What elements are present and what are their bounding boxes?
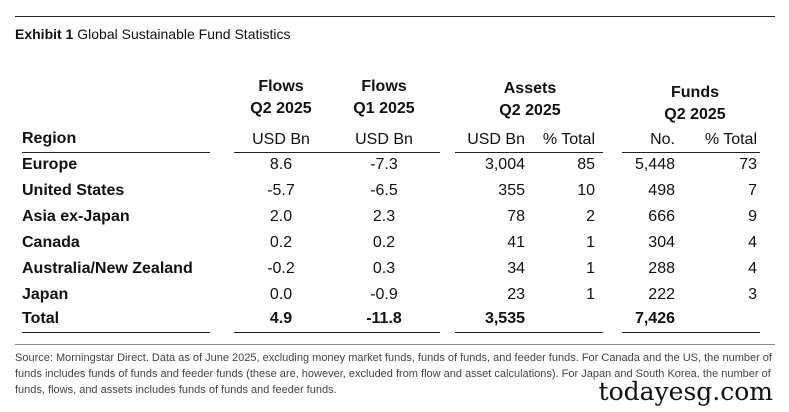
flows-q1-value: -0.9: [370, 286, 398, 303]
source-rule: [15, 344, 775, 345]
funds-no-value: 5,448: [634, 156, 675, 173]
region-label: Japan: [22, 286, 69, 303]
region-label: United States: [22, 182, 125, 199]
total-rule-region: [22, 332, 210, 333]
table-row: Asia ex-Japan 2.0 2.3 78 2 666 9: [0, 204, 789, 230]
subheader-assets-pct: % Total: [542, 131, 595, 148]
assets-total: 3,535: [484, 310, 525, 327]
assets-pct-value: 1: [586, 234, 595, 251]
funds-pct-value: 9: [748, 208, 757, 225]
region-label: Australia/New Zealand: [22, 260, 193, 277]
table-row-total: Total 4.9 -11.8 3,535 7,426: [0, 306, 789, 332]
table-row: United States -5.7 -6.5 355 10 498 7: [0, 178, 789, 204]
top-rule: [15, 16, 775, 17]
funds-pct-value: 3: [748, 286, 757, 303]
header-rule-region: [22, 152, 210, 153]
header-funds: Funds Q2 2025: [664, 84, 726, 123]
header-flows-q2: Flows Q2 2025: [250, 78, 312, 117]
flows-q2-value: -5.7: [267, 182, 295, 199]
flows-q1-value: -7.3: [370, 156, 398, 173]
funds-no-total: 7,426: [634, 310, 675, 327]
assets-pct-value: 85: [577, 156, 595, 173]
flows-q2-value: -0.2: [267, 260, 295, 277]
header-rule-funds: [622, 152, 760, 153]
assets-pct-value: 10: [577, 182, 595, 199]
flows-q1-value: 0.2: [372, 234, 396, 251]
subheader-flows-q2-unit: USD Bn: [252, 131, 310, 148]
assets-value: 23: [507, 286, 525, 303]
flows-q2-value: 2.0: [269, 208, 293, 225]
exhibit-title: Exhibit 1 Global Sustainable Fund Statis…: [15, 26, 290, 42]
header-flows-q1: Flows Q1 2025: [353, 78, 415, 117]
header-region: Region: [22, 130, 77, 147]
assets-pct-value: 1: [586, 260, 595, 277]
funds-pct-value: 7: [748, 182, 757, 199]
subheader-flows-q1-unit: USD Bn: [355, 131, 413, 148]
funds-no-value: 222: [648, 286, 675, 303]
funds-no-value: 288: [648, 260, 675, 277]
funds-no-value: 666: [648, 208, 675, 225]
table-row: Japan 0.0 -0.9 23 1 222 3: [0, 282, 789, 308]
funds-pct-value: 4: [748, 260, 757, 277]
flows-q2-value: 0.2: [269, 234, 293, 251]
flows-q2-value: 8.6: [269, 156, 293, 173]
flows-q1-total: -11.8: [366, 310, 402, 327]
assets-pct-value: 2: [586, 208, 595, 225]
assets-value: 34: [507, 260, 525, 277]
total-rule-funds: [622, 332, 760, 333]
flows-q1-value: 0.3: [372, 260, 396, 277]
flows-q1-value: 2.3: [372, 208, 396, 225]
exhibit-number: Exhibit 1: [15, 26, 74, 42]
source-note: Source: Morningstar Direct. Data as of J…: [15, 352, 772, 396]
total-rule-assets: [455, 332, 603, 333]
subheader-assets-unit: USD Bn: [467, 131, 525, 148]
flows-q1-value: -6.5: [370, 182, 398, 199]
funds-pct-value: 73: [739, 156, 757, 173]
funds-pct-value: 4: [748, 234, 757, 251]
assets-value: 41: [507, 234, 525, 251]
funds-no-value: 498: [648, 182, 675, 199]
total-rule-flows: [234, 332, 440, 333]
flows-q2-value: 0.0: [269, 286, 293, 303]
region-label-total: Total: [22, 310, 60, 327]
assets-pct-value: 1: [586, 286, 595, 303]
watermark: todayesg.com: [594, 377, 777, 406]
header-rule-flows: [234, 152, 440, 153]
flows-q2-total: 4.9: [269, 310, 293, 327]
region-label: Canada: [22, 234, 80, 251]
header-assets: Assets Q2 2025: [499, 80, 561, 119]
table-row: Australia/New Zealand -0.2 0.3 34 1 288 …: [0, 256, 789, 282]
assets-value: 3,004: [484, 156, 525, 173]
table-row: Europe 8.6 -7.3 3,004 85 5,448 73: [0, 152, 789, 178]
header-rule-assets: [455, 152, 603, 153]
assets-value: 78: [507, 208, 525, 225]
region-label: Europe: [22, 156, 78, 173]
subheader-funds-pct: % Total: [704, 131, 757, 148]
assets-value: 355: [498, 182, 525, 199]
region-label: Asia ex-Japan: [22, 208, 130, 225]
subheader-funds-no: No.: [650, 131, 675, 148]
funds-no-value: 304: [648, 234, 675, 251]
exhibit-title-text: Global Sustainable Fund Statistics: [77, 26, 291, 42]
table-row: Canada 0.2 0.2 41 1 304 4: [0, 230, 789, 256]
